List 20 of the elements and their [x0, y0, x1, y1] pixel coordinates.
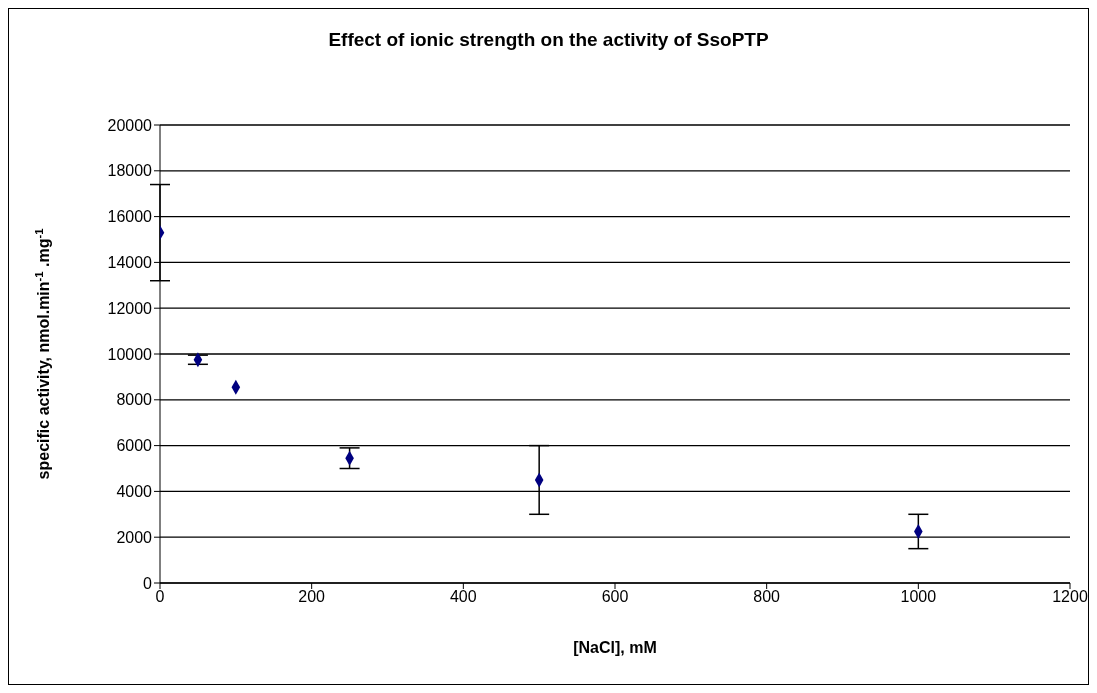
x-tick-label: 0 [155, 588, 165, 606]
y-tick-label: 0 [143, 574, 153, 592]
y-tick-label: 2000 [116, 528, 153, 546]
x-tick-label: 400 [449, 588, 477, 606]
y-tick-label: 12000 [107, 299, 153, 317]
x-tick-label: 1000 [900, 588, 937, 606]
y-tick-label: 8000 [116, 391, 153, 409]
y-tick-label: 4000 [116, 483, 153, 501]
x-tick-label: 1200 [1052, 588, 1088, 606]
x-tick-label: 800 [753, 588, 781, 606]
chart-title: Effect of ionic strength on the activity of SsoPTP [327, 29, 770, 51]
x-tick-label: 200 [298, 588, 326, 606]
y-tick-label: 18000 [107, 162, 153, 180]
y-tick-label: 14000 [107, 254, 153, 272]
y-tick-label: 16000 [107, 208, 153, 226]
y-tick-label: 6000 [116, 437, 153, 455]
y-tick-label: 10000 [107, 345, 153, 363]
y-tick-label: 20000 [107, 116, 153, 134]
x-tick-label: 600 [601, 588, 629, 606]
x-axis-title: [NaCl], mM [573, 639, 657, 656]
